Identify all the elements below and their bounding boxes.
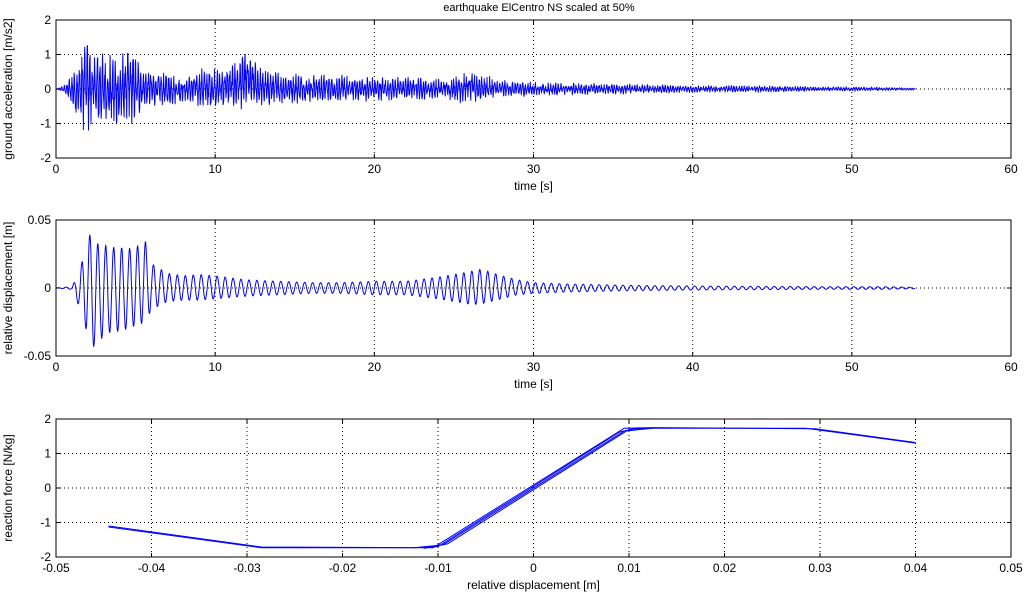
x-tick-label: 60 bbox=[1004, 162, 1018, 176]
x-tick-label: -0.04 bbox=[138, 561, 166, 575]
series-line-reaction-force-3 bbox=[423, 427, 649, 549]
series-layer bbox=[55, 45, 916, 131]
x-tick-label: 10 bbox=[208, 360, 222, 374]
x-tick-label: 20 bbox=[368, 360, 382, 374]
y-tick-label: 1 bbox=[44, 48, 51, 62]
tick-layer: -0.05 -0.04 -0.03 -0.02 -0.01 0 0.01 0.02 0.03 0.… bbox=[40, 412, 1023, 575]
x-axis-label: relative displacement [m] bbox=[467, 578, 600, 592]
series-line-ground-acceleration-0 bbox=[55, 45, 916, 131]
y-tick-label: -2 bbox=[40, 151, 51, 165]
x-tick-label: 0.03 bbox=[808, 561, 832, 575]
x-tick-label: 0 bbox=[53, 162, 60, 176]
x-tick-label: 40 bbox=[686, 360, 700, 374]
x-axis-label: time [s] bbox=[514, 377, 553, 391]
y-tick-label: 1 bbox=[44, 447, 51, 461]
x-tick-label: 30 bbox=[527, 360, 541, 374]
x-tick-label: 0.02 bbox=[713, 561, 737, 575]
x-tick-label: -0.01 bbox=[424, 561, 452, 575]
x-tick-label: 0.01 bbox=[617, 561, 641, 575]
x-tick-label: 0.04 bbox=[904, 561, 928, 575]
series-layer bbox=[56, 234, 916, 347]
series-layer bbox=[108, 427, 916, 549]
y-tick-label: -0.05 bbox=[24, 349, 52, 363]
y-tick-label: -1 bbox=[40, 516, 51, 530]
x-tick-label: 0.05 bbox=[999, 561, 1023, 575]
x-tick-label: 0 bbox=[53, 360, 60, 374]
x-axis-label: time [s] bbox=[514, 179, 553, 193]
y-axis-label: reaction force [N/kg] bbox=[1, 434, 15, 541]
y-tick-label: 2 bbox=[44, 412, 51, 426]
series-line-reaction-force-1 bbox=[108, 427, 916, 549]
x-tick-label: 50 bbox=[845, 162, 859, 176]
y-tick-label: 0 bbox=[44, 82, 51, 96]
panel-reaction-force: -0.05 -0.04 -0.03 -0.02 -0.01 0 0.01 0.02 0.03 0.… bbox=[1, 412, 1023, 592]
x-tick-label: -0.03 bbox=[233, 561, 261, 575]
x-tick-label: -0.05 bbox=[42, 561, 70, 575]
panel-ground-acceleration: 0 10 20 30 40 50 60 -2 -1 0 1 2 time [s] ground acc… bbox=[1, 13, 1018, 193]
y-tick-label: 2 bbox=[44, 13, 51, 27]
y-tick-label: 0 bbox=[44, 481, 51, 495]
figure-title: earthquake ElCentro NS scaled at 50% bbox=[443, 2, 635, 14]
x-tick-label: 60 bbox=[1004, 360, 1018, 374]
x-tick-label: 0 bbox=[530, 561, 537, 575]
x-tick-label: 50 bbox=[845, 360, 859, 374]
tick-layer: 0 10 20 30 40 50 60 -2 -1 0 1 2 bbox=[40, 13, 1018, 176]
x-tick-label: 30 bbox=[527, 162, 541, 176]
y-axis-label: relative displacement [m] bbox=[1, 222, 15, 355]
y-tick-label: -2 bbox=[40, 550, 51, 564]
x-tick-label: -0.02 bbox=[329, 561, 357, 575]
series-line-relative-displacement-0 bbox=[56, 234, 916, 347]
x-tick-label: 10 bbox=[208, 162, 222, 176]
x-tick-label: 20 bbox=[368, 162, 382, 176]
x-tick-label: 40 bbox=[686, 162, 700, 176]
y-tick-label: 0 bbox=[44, 281, 51, 295]
y-tick-label: -1 bbox=[40, 117, 51, 131]
y-tick-label: 0.05 bbox=[28, 213, 52, 227]
y-axis-label: ground acceleration [m/s2] bbox=[1, 18, 15, 159]
